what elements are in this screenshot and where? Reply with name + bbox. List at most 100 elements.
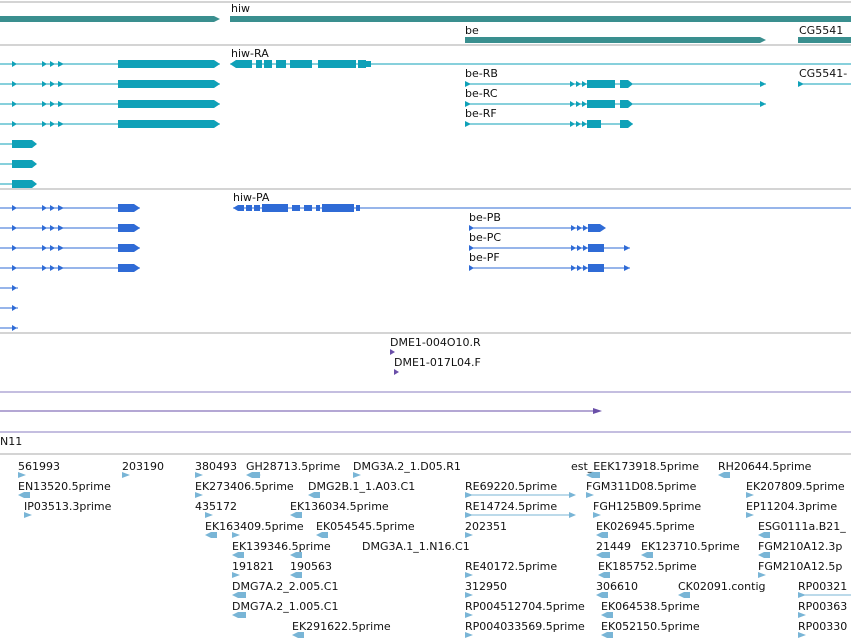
exon-group[interactable] [465, 80, 766, 88]
est-label[interactable]: EK163409.5prime [205, 520, 304, 533]
exon-group[interactable] [12, 120, 220, 128]
est-feature-row[interactable] [18, 492, 754, 498]
exon-group[interactable] [230, 60, 371, 68]
est-label[interactable]: IP03513.3prime [24, 500, 112, 513]
est-label[interactable]: EK026945.5prime [596, 520, 695, 533]
est-label[interactable]: 203190 [122, 460, 164, 473]
est-label[interactable]: EK185752.5prime [598, 560, 697, 573]
est-feature-row[interactable] [292, 632, 806, 638]
exon-marker[interactable] [12, 325, 17, 331]
est-label[interactable]: DMG7A.2_1.005.C1 [232, 600, 338, 613]
est-label[interactable]: DMG3A.2_1.D05.R1 [353, 460, 461, 473]
transcript-label-hiw-ra[interactable]: hiw-RA [231, 47, 269, 60]
est-label[interactable]: RP00321 [798, 580, 847, 593]
est-label[interactable]: GH28713.5prime [246, 460, 341, 473]
gene-hiw-right-bar[interactable] [230, 16, 851, 22]
transcript-label-cg5541[interactable]: CG5541- [799, 67, 847, 80]
est-label[interactable]: RP004512704.5prime [465, 600, 585, 613]
est-label[interactable]: FGM210A12.5p [758, 560, 842, 573]
exon-group[interactable] [469, 244, 630, 252]
est-label[interactable]: RP00363 [798, 600, 847, 613]
exon-group[interactable] [12, 244, 140, 252]
gene-label-cg5541[interactable]: CG5541 [799, 24, 843, 37]
est-label[interactable]: est_EEK173918.5prime [571, 460, 699, 473]
clone-marker[interactable] [390, 349, 395, 355]
gene-cg5541-bar[interactable] [798, 37, 851, 43]
est-feature-row[interactable] [232, 572, 766, 578]
exon-group[interactable] [469, 224, 606, 232]
transcript-label-be-rc[interactable]: be-RC [465, 87, 498, 100]
clone-label-004o10[interactable]: DME1-004O10.R [390, 336, 481, 349]
est-label[interactable]: RH20644.5prime [718, 460, 812, 473]
gene-label-be[interactable]: be [465, 24, 479, 37]
exon-group[interactable] [12, 80, 220, 88]
est-label[interactable]: RE40172.5prime [465, 560, 557, 573]
exon-group[interactable] [465, 100, 766, 108]
est-feature-row[interactable] [18, 472, 730, 478]
est-label[interactable]: EK273406.5prime [195, 480, 294, 493]
transcript-label-be-rb[interactable]: be-RB [465, 67, 498, 80]
est-label[interactable]: 190563 [290, 560, 332, 573]
gene-hiw-left-bar[interactable] [0, 16, 220, 22]
est-label[interactable]: 561993 [18, 460, 60, 473]
exon-marker[interactable] [798, 81, 804, 87]
est-label[interactable]: EK123710.5prime [641, 540, 740, 553]
transcript-label-be-rf[interactable]: be-RF [465, 107, 497, 120]
est-label[interactable]: DMG2B.1_1.A03.C1 [308, 480, 415, 493]
est-feature-row[interactable] [232, 592, 851, 598]
est-label[interactable]: EN13520.5prime [18, 480, 111, 493]
est-label[interactable]: 21449 [596, 540, 631, 553]
exon-marker[interactable] [12, 285, 17, 291]
gene-be-bar[interactable] [465, 37, 766, 43]
est-label[interactable]: DMG7A.2_2.005.C1 [232, 580, 338, 593]
exon-group[interactable] [465, 120, 633, 128]
n11-label[interactable]: N11 [0, 435, 22, 448]
est-label[interactable]: FGM311D08.5prime [586, 480, 697, 493]
exon-marker[interactable] [12, 180, 37, 188]
est-label[interactable]: RE14724.5prime [465, 500, 557, 513]
est-label[interactable]: CK02091.contig [678, 580, 765, 593]
est-label[interactable]: RP00330 [798, 620, 847, 633]
gene-label-hiw[interactable]: hiw [231, 2, 250, 15]
exon-group[interactable] [233, 204, 360, 212]
exon-marker[interactable] [12, 305, 17, 311]
est-label[interactable]: 306610 [596, 580, 638, 593]
est-label[interactable]: EK136034.5prime [290, 500, 389, 513]
est-label[interactable]: DMG3A.1_1.N16.C1 [362, 540, 470, 553]
est-label[interactable]: EK139346.5prime [232, 540, 331, 553]
transcript-label-be-pb[interactable]: be-PB [469, 211, 501, 224]
exon-group[interactable] [12, 264, 140, 272]
est-label[interactable]: FGM210A12.3p [758, 540, 842, 553]
est-label[interactable]: 191821 [232, 560, 274, 573]
est-label[interactable]: EK052150.5prime [601, 620, 700, 633]
est-label[interactable]: EP11204.3prime [746, 500, 837, 513]
est-feature-row[interactable] [205, 532, 770, 538]
est-feature-row[interactable] [232, 552, 770, 558]
est-label[interactable]: RP004033569.5prime [465, 620, 585, 633]
transcript-label-be-pf[interactable]: be-PF [469, 251, 500, 264]
est-label[interactable]: 202351 [465, 520, 507, 533]
exon-group[interactable] [12, 100, 220, 108]
est-feature-row[interactable] [24, 512, 754, 518]
est-label[interactable]: 380493 [195, 460, 237, 473]
exon-group[interactable] [12, 60, 220, 68]
transcript-label-hiw-pa[interactable]: hiw-PA [233, 191, 270, 204]
exon-marker[interactable] [12, 160, 37, 168]
est-label[interactable]: RE69220.5prime [465, 480, 557, 493]
est-label[interactable]: EK207809.5prime [746, 480, 845, 493]
est-feature-row[interactable] [232, 612, 806, 618]
transcript-label-be-pc[interactable]: be-PC [469, 231, 501, 244]
exon-group[interactable] [469, 264, 630, 272]
exon-marker[interactable] [12, 140, 37, 148]
est-label[interactable]: 435172 [195, 500, 237, 513]
clone-label-017l04[interactable]: DME1-017L04.F [394, 356, 481, 369]
est-label[interactable]: ESG0111a.B21_ [758, 520, 846, 533]
est-label[interactable]: EK054545.5prime [316, 520, 415, 533]
est-label[interactable]: 312950 [465, 580, 507, 593]
est-label[interactable]: FGH125B09.5prime [593, 500, 701, 513]
clone-end-marker[interactable] [593, 408, 602, 414]
est-label[interactable]: EK064538.5prime [601, 600, 700, 613]
exon-group[interactable] [12, 224, 140, 232]
est-label[interactable]: EK291622.5prime [292, 620, 391, 633]
